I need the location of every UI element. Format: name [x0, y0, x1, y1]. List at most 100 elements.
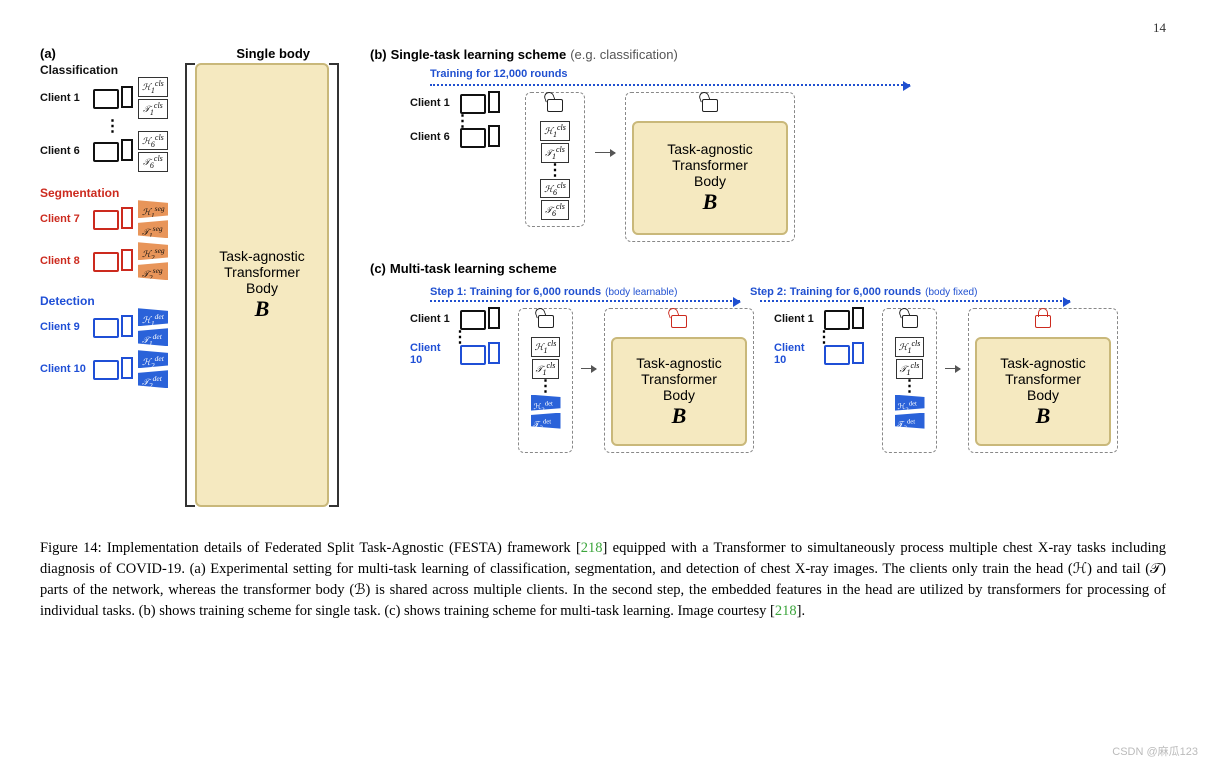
b-body-group: Task-agnostic Transformer Body B: [625, 92, 795, 242]
c1-ht-group: ℋ1cls 𝒯1cls ⋮ ℋ2det 𝒯2det: [518, 308, 573, 453]
single-task-title: Single-task learning scheme: [391, 47, 567, 62]
client-8-row: Client 8 ℋ2seg 𝒯2seg: [40, 242, 185, 280]
body-line3: Body: [694, 173, 726, 189]
lock-open-red-icon: [671, 315, 687, 328]
bracket-left-icon: [185, 63, 195, 507]
body-symbol: B: [1036, 403, 1051, 429]
arrow-icon: [945, 368, 960, 369]
caption-suffix: ].: [797, 603, 805, 619]
client-10-row: Client 10 ℋ2det 𝒯2det: [40, 350, 185, 388]
body-symbol: B: [672, 403, 687, 429]
arrow-icon: [581, 368, 596, 369]
c1-client-10-row: Client 10: [410, 342, 510, 366]
client-9-row: Client 9 ℋ1det 𝒯1det: [40, 308, 185, 346]
c1-body-group: Task-agnostic Transformer Body B: [604, 308, 754, 453]
dashed-arrow-icon: [430, 84, 910, 86]
c1-client-1-row: Client 1: [410, 308, 510, 330]
b-client-6-row: Client 6: [410, 126, 515, 148]
label-a: (a): [40, 46, 56, 61]
panels-bc: (b) Single-task learning scheme (e.g. cl…: [370, 46, 1070, 523]
c1-client-1-label: Client 1: [410, 313, 455, 325]
client-6-label: Client 6: [40, 145, 88, 157]
multi-task-title: Multi-task learning scheme: [390, 261, 557, 276]
step2-label: Step 2: Training for 6,000 rounds: [750, 286, 921, 298]
head-tail-seg-2: ℋ2seg 𝒯2seg: [138, 242, 168, 280]
head-tail-cls-1: ℋ1cls 𝒯1cls: [138, 77, 168, 119]
lock-open-icon: [547, 99, 563, 112]
vdots-icon: ⋮: [410, 334, 510, 342]
panel-c: (c) Multi-task learning scheme Step 1: T…: [370, 260, 1070, 453]
label-b: (b): [370, 47, 387, 62]
body-line2: Transformer: [224, 264, 300, 280]
step1-label: Step 1: Training for 6,000 rounds: [430, 286, 601, 298]
watermark: CSDN @麻瓜123: [1112, 743, 1198, 759]
c2-client-10-row: Client 10: [774, 342, 874, 366]
training-12000: Training for 12,000 rounds: [430, 68, 1070, 80]
c1-client-10-label: Client 10: [410, 342, 455, 366]
c2-client-1-label: Client 1: [774, 313, 819, 325]
c2-client-10-label: Client 10: [774, 342, 819, 366]
vdots-icon: ⋮: [40, 123, 185, 131]
bracket-right-icon: [329, 63, 339, 507]
client-9-label: Client 9: [40, 321, 88, 333]
arrow-icon: [595, 152, 615, 153]
computer-icon: [93, 250, 133, 272]
b-client-6-label: Client 6: [410, 131, 455, 143]
dashed-arrow-icon: [760, 300, 1070, 302]
page-number: 14: [40, 20, 1166, 36]
section-classification: Classification: [40, 63, 185, 77]
computer-icon: [93, 358, 133, 380]
client-7-row: Client 7 ℋ1seg 𝒯1seg: [40, 200, 185, 238]
caption-prefix: Figure 14: Implementation details of Fed…: [40, 540, 581, 556]
b-client-1-label: Client 1: [410, 97, 455, 109]
ref-218b[interactable]: 218: [775, 603, 797, 619]
section-segmentation: Segmentation: [40, 186, 185, 200]
c-step2-block: Client 1 ⋮ Client 10 ℋ1cls 𝒯: [774, 308, 1118, 453]
label-c: (c): [370, 261, 386, 276]
body-line1: Task-agnostic: [1000, 355, 1086, 371]
b-client-1-row: Client 1: [410, 92, 515, 114]
body-line2: Transformer: [641, 371, 717, 387]
head-tail-det-1: ℋ1det 𝒯1det: [138, 308, 168, 346]
step1-sub: (body learnable): [605, 287, 677, 298]
computer-icon: [460, 92, 500, 114]
client-8-label: Client 8: [40, 255, 88, 267]
body-symbol: B: [703, 189, 718, 215]
vdots-icon: ⋮: [774, 334, 874, 342]
c2-ht-group: ℋ1cls 𝒯1cls ⋮ ℋ2det 𝒯2det: [882, 308, 937, 453]
head-tail-det-2: ℋ2det 𝒯2det: [138, 350, 168, 388]
lock-open-icon: [538, 315, 554, 328]
single-task-sub: (e.g. classification): [570, 47, 678, 62]
transformer-body-a: Task-agnostic Transformer Body B: [195, 63, 329, 507]
panel-b: (b) Single-task learning scheme (e.g. cl…: [370, 46, 1070, 242]
body-line3: Body: [663, 387, 695, 403]
computer-icon: [460, 126, 500, 148]
head-tail-seg-1: ℋ1seg 𝒯1seg: [138, 200, 168, 238]
single-body-label: Single body: [236, 46, 310, 61]
c2-client-1-row: Client 1: [774, 308, 874, 330]
computer-icon: [93, 140, 133, 162]
body-symbol: B: [255, 296, 270, 322]
computer-icon: [93, 87, 133, 109]
client-1-row: Client 1 ℋ1cls 𝒯1cls: [40, 77, 185, 119]
computer-icon: [460, 308, 500, 330]
step2-sub: (body fixed): [925, 287, 977, 298]
panel-a: (a) Single body Classification Client 1 …: [40, 46, 350, 523]
client-6-row: Client 6 ℋ6cls 𝒯6cls: [40, 131, 185, 173]
computer-icon: [824, 308, 864, 330]
body-line3: Body: [246, 280, 278, 296]
lock-closed-red-icon: [1035, 315, 1051, 328]
lock-open-icon: [902, 315, 918, 328]
figure-caption: Figure 14: Implementation details of Fed…: [40, 538, 1166, 622]
lock-open-icon: [702, 99, 718, 112]
c2-body-group: Task-agnostic Transformer Body B: [968, 308, 1118, 453]
body-line2: Transformer: [672, 157, 748, 173]
c-step1-block: Client 1 ⋮ Client 10 ℋ1cls 𝒯: [410, 308, 754, 453]
body-line1: Task-agnostic: [667, 141, 753, 157]
body-line3: Body: [1027, 387, 1059, 403]
ref-218a[interactable]: 218: [581, 540, 603, 556]
b-ht-group: ℋ1cls 𝒯1cls ⋮ ℋ6cls 𝒯6cls: [525, 92, 585, 227]
client-7-label: Client 7: [40, 213, 88, 225]
computer-icon: [93, 316, 133, 338]
section-detection: Detection: [40, 294, 185, 308]
